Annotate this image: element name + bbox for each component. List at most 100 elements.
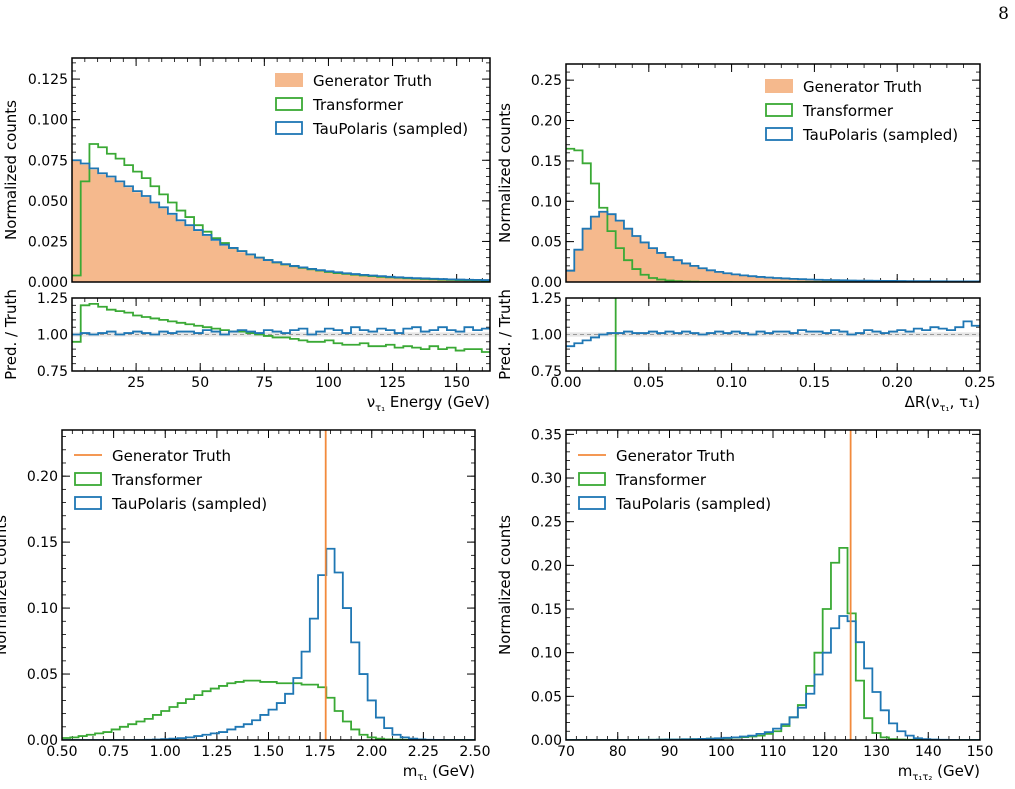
y-tick-label: 0.20 <box>531 558 562 574</box>
x-axis-label-sub: τ₁ <box>417 772 427 783</box>
ratio-taupolaris <box>72 326 490 336</box>
y-tick-label: 0.25 <box>531 73 562 89</box>
y-tick-label: 0.10 <box>531 194 562 210</box>
x-axis-label-sub: τ₁τ₂ <box>912 772 932 783</box>
ratio-transformer <box>614 298 617 371</box>
plot-area-delta-r <box>566 147 980 282</box>
page-number: 8 <box>998 4 1009 24</box>
ratio-y-axis-label: Pred. / Truth <box>496 289 514 380</box>
y-tick-label: 0.125 <box>28 72 68 88</box>
legend-label: TauPolaris (sampled) <box>312 120 468 138</box>
legend-label: Generator Truth <box>313 72 432 90</box>
x-axis-label-sub: τ₁ <box>375 403 385 414</box>
ratio-axes-frame <box>565 297 981 372</box>
x-tick-label: 0.20 <box>882 375 913 391</box>
y-tick-label: 0.000 <box>28 275 68 291</box>
x-tick-label: 75 <box>255 375 273 391</box>
legend-ditau-mass: Generator Truth Transformer TauPolaris (sa… <box>578 447 771 513</box>
ratio-panel-nu-energy: 25 50 75 100 125 150 0.75 1.00 1.25 Pred. / Truth <box>2 289 491 391</box>
y-tick-label: 1.25 <box>531 291 562 307</box>
y-tick-label: 0.15 <box>531 602 562 618</box>
series-taupolaris <box>62 547 475 740</box>
legend-swatch-truth <box>765 79 793 93</box>
x-tick-label: 0.15 <box>799 375 830 391</box>
y-tick-label: 0.30 <box>531 471 562 487</box>
legend-label: TauPolaris (sampled) <box>111 495 267 513</box>
x-axis-label-sub: τ₁ <box>940 403 950 414</box>
x-tick-label: 25 <box>127 375 145 391</box>
x-tick-label: 1.00 <box>150 744 181 760</box>
x-axis-label-rest: Energy (GeV) <box>385 393 490 411</box>
legend-label: Generator Truth <box>803 78 922 96</box>
legend-swatch-taupolaris <box>275 121 303 135</box>
legend-label: TauPolaris (sampled) <box>802 126 958 144</box>
x-axis-label: mτ₁ (GeV) <box>403 762 475 783</box>
x-tick-label: 100 <box>708 744 735 760</box>
x-tick-label: 90 <box>661 744 679 760</box>
legend-label: Transformer <box>111 471 203 489</box>
axes-frame <box>71 57 491 283</box>
axes-frame <box>61 429 476 741</box>
legend-tau-mass: Generator Truth Transformer TauPolaris (sa… <box>74 447 267 513</box>
y-tick-label: 0.025 <box>28 234 68 250</box>
y-tick-label: 0.15 <box>27 535 58 551</box>
x-tick-label: 150 <box>967 744 994 760</box>
y-tick-label: 0.20 <box>27 469 58 485</box>
y-tick-label: 0.00 <box>531 275 562 291</box>
x-axis-label-main: m <box>403 762 418 780</box>
series-truth-fill <box>72 160 490 282</box>
x-tick-label: 2.50 <box>459 744 490 760</box>
y-axis-label: Normalized counts <box>0 515 10 655</box>
x-tick-label: 140 <box>915 744 942 760</box>
x-tick-label: 150 <box>443 375 470 391</box>
legend-swatch-taupolaris <box>74 496 102 510</box>
x-axis-label-rest: , τ₁) <box>950 393 980 411</box>
panel-ditau-mass: 70 80 90 100 110 120 130 140 150 0.00 0.05 0.10 0.15… <box>496 427 993 783</box>
y-tick-label: 0.10 <box>531 646 562 662</box>
y-axis-label: Normalized counts <box>2 100 20 240</box>
series-taupolaris <box>566 210 980 282</box>
unity-band <box>72 332 490 337</box>
series-truth-fill <box>566 212 980 282</box>
x-tick-label: 50 <box>191 375 209 391</box>
legend-swatch-taupolaris <box>578 496 606 510</box>
x-axis-label: ντ₁ Energy (GeV) <box>367 393 490 414</box>
legend-swatch-taupolaris <box>765 127 793 141</box>
x-tick-label: 0.10 <box>716 375 747 391</box>
y-tick-label: 0.00 <box>531 733 562 749</box>
ratio-taupolaris <box>566 320 980 348</box>
y-tick-label: 0.05 <box>531 689 562 705</box>
x-axis-label-main: ν <box>367 393 375 411</box>
y-tick-label: 0.075 <box>28 153 68 169</box>
y-tick-label: 1.25 <box>37 291 68 307</box>
axes-frame <box>565 63 981 283</box>
ratio-y-axis-label: Pred. / Truth <box>2 289 20 380</box>
y-tick-label: 0.10 <box>27 601 58 617</box>
legend-delta-r: Generator Truth Transformer TauPolaris (sa… <box>765 78 958 144</box>
x-tick-label: 110 <box>760 744 787 760</box>
legend-swatch-transformer <box>275 97 303 111</box>
legend-label: Generator Truth <box>616 447 735 465</box>
y-axis-label: Normalized counts <box>496 103 514 243</box>
x-axis-label: ΔR(ντ₁, τ₁) <box>905 393 980 414</box>
x-tick-label: 130 <box>863 744 890 760</box>
x-tick-label: 2.00 <box>356 744 387 760</box>
y-tick-label: 0.00 <box>27 733 58 749</box>
x-tick-label: 120 <box>811 744 838 760</box>
series-taupolaris <box>72 159 490 281</box>
x-axis-label: mτ₁τ₂ (GeV) <box>898 762 980 783</box>
x-tick-label: 2.25 <box>408 744 439 760</box>
y-tick-label: 0.05 <box>27 667 58 683</box>
legend-swatch-transformer <box>765 103 793 117</box>
y-tick-label: 0.25 <box>531 515 562 531</box>
legend-swatch-transformer <box>74 472 102 486</box>
ratio-plot-area <box>72 302 490 353</box>
legend-label: Transformer <box>802 102 894 120</box>
ratio-axes-frame <box>71 297 491 372</box>
x-tick-label: 0.00 <box>550 375 581 391</box>
x-tick-label: 70 <box>557 744 575 760</box>
x-tick-label: 80 <box>609 744 627 760</box>
y-tick-label: 0.75 <box>37 364 68 380</box>
x-tick-label: 0.25 <box>964 375 995 391</box>
series-transformer <box>566 546 980 740</box>
